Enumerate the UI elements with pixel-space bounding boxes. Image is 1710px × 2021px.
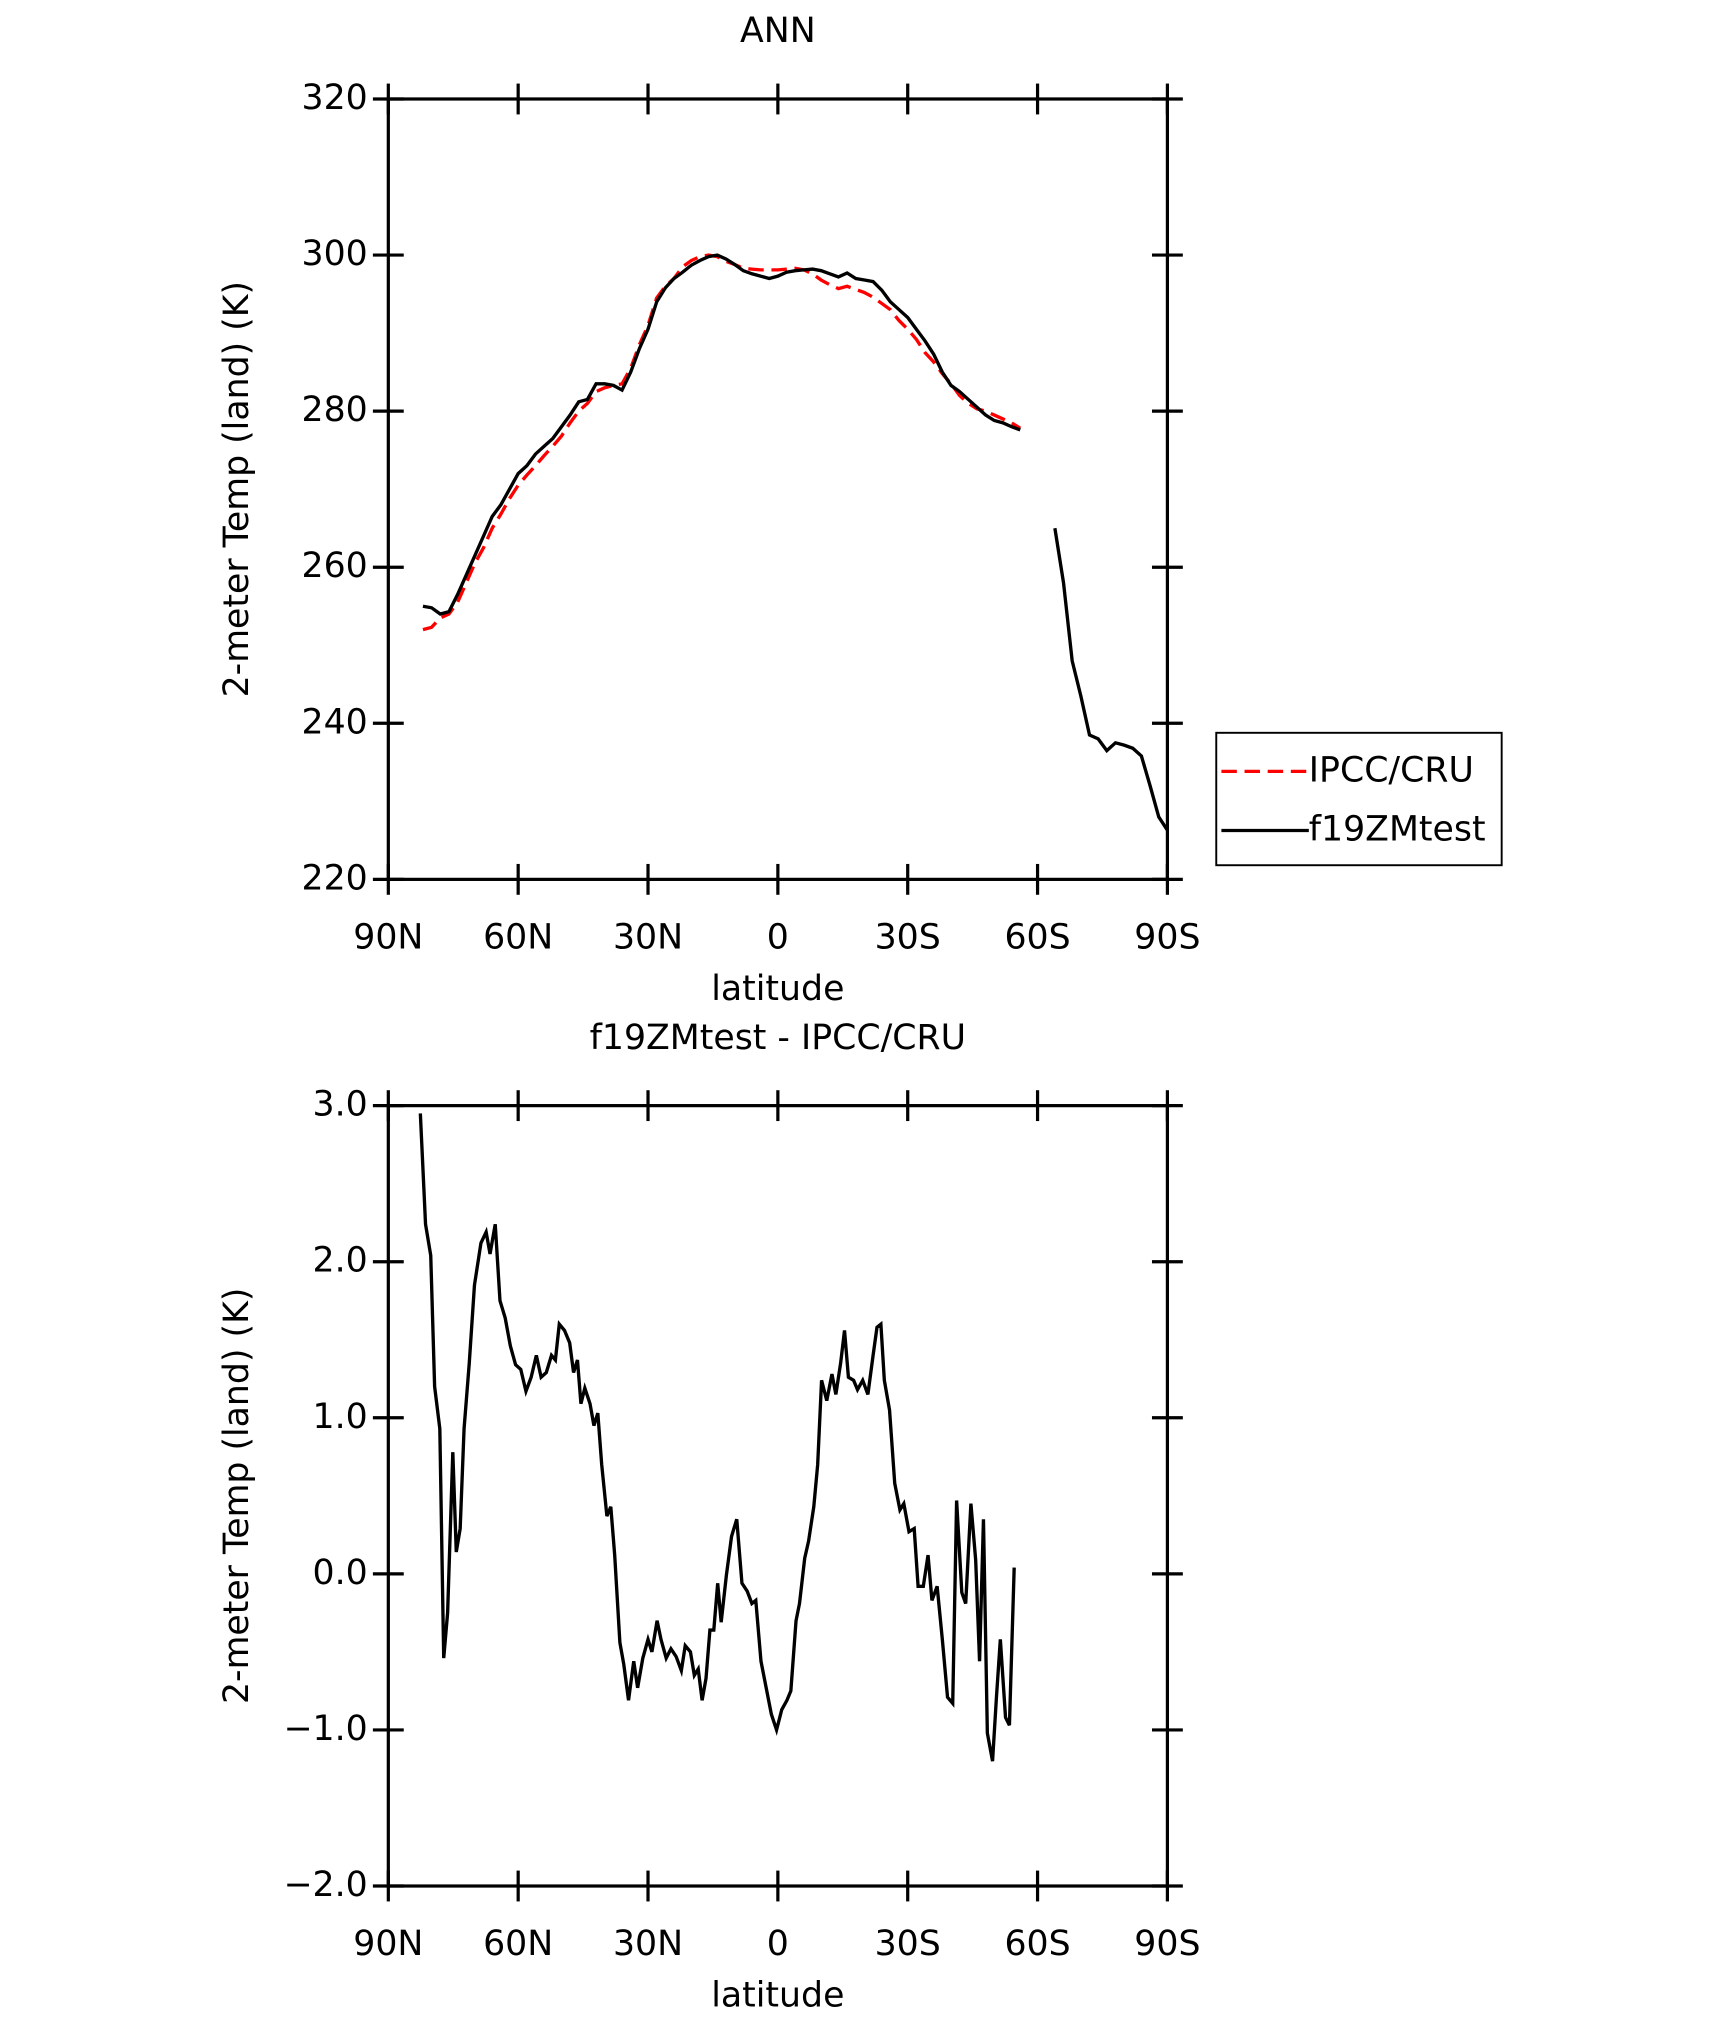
x-axis-label: latitude <box>711 969 844 1009</box>
x-tick-label: 30N <box>613 1924 683 1964</box>
legend-label: f19ZMtest <box>1309 810 1486 850</box>
x-tick-label: 60S <box>1004 1924 1070 1964</box>
x-tick-label: 30N <box>613 918 683 958</box>
data-line <box>418 1113 1016 1762</box>
y-tick-label: −2.0 <box>283 1865 367 1905</box>
y-tick-label: 280 <box>301 390 367 430</box>
chart-title: ANN <box>740 11 816 51</box>
y-axis-label: 2-meter Temp (land) (K) <box>217 1288 257 1704</box>
x-tick-label: 60N <box>483 918 553 958</box>
plot-frame <box>386 97 1170 881</box>
y-tick-label: 220 <box>301 858 367 898</box>
y-tick-label: −1.0 <box>283 1709 367 1749</box>
x-tick-label: 90N <box>353 1924 423 1964</box>
chart-title: f19ZMtest - IPCC/CRU <box>590 1018 966 1058</box>
legend-label: IPCC/CRU <box>1309 750 1474 790</box>
y-tick-label: 1.0 <box>313 1397 368 1437</box>
y-tick-label: 300 <box>301 234 367 274</box>
x-tick-label: 30S <box>875 1924 941 1964</box>
y-tick-label: 3.0 <box>313 1085 368 1125</box>
x-tick-label: 90N <box>353 918 423 958</box>
x-tick-label: 30S <box>875 918 941 958</box>
x-tick-label: 60S <box>1004 918 1070 958</box>
x-axis-label: latitude <box>711 1976 844 2016</box>
y-axis-label: 2-meter Temp (land) (K) <box>217 281 257 697</box>
x-tick-label: 60N <box>483 1924 553 1964</box>
y-tick-label: 260 <box>301 546 367 586</box>
x-tick-label: 0 <box>767 1924 789 1964</box>
y-tick-label: 240 <box>301 702 367 742</box>
x-tick-label: 90S <box>1134 918 1200 958</box>
data-line <box>422 253 1169 832</box>
y-tick-label: 2.0 <box>313 1241 368 1281</box>
legend-box <box>1215 731 1503 867</box>
x-tick-label: 90S <box>1134 1924 1200 1964</box>
plot-frame <box>386 1104 1170 1888</box>
x-tick-label: 0 <box>767 918 789 958</box>
data-line <box>422 253 1022 632</box>
y-tick-label: 0.0 <box>313 1553 368 1593</box>
y-tick-label: 320 <box>301 78 367 118</box>
